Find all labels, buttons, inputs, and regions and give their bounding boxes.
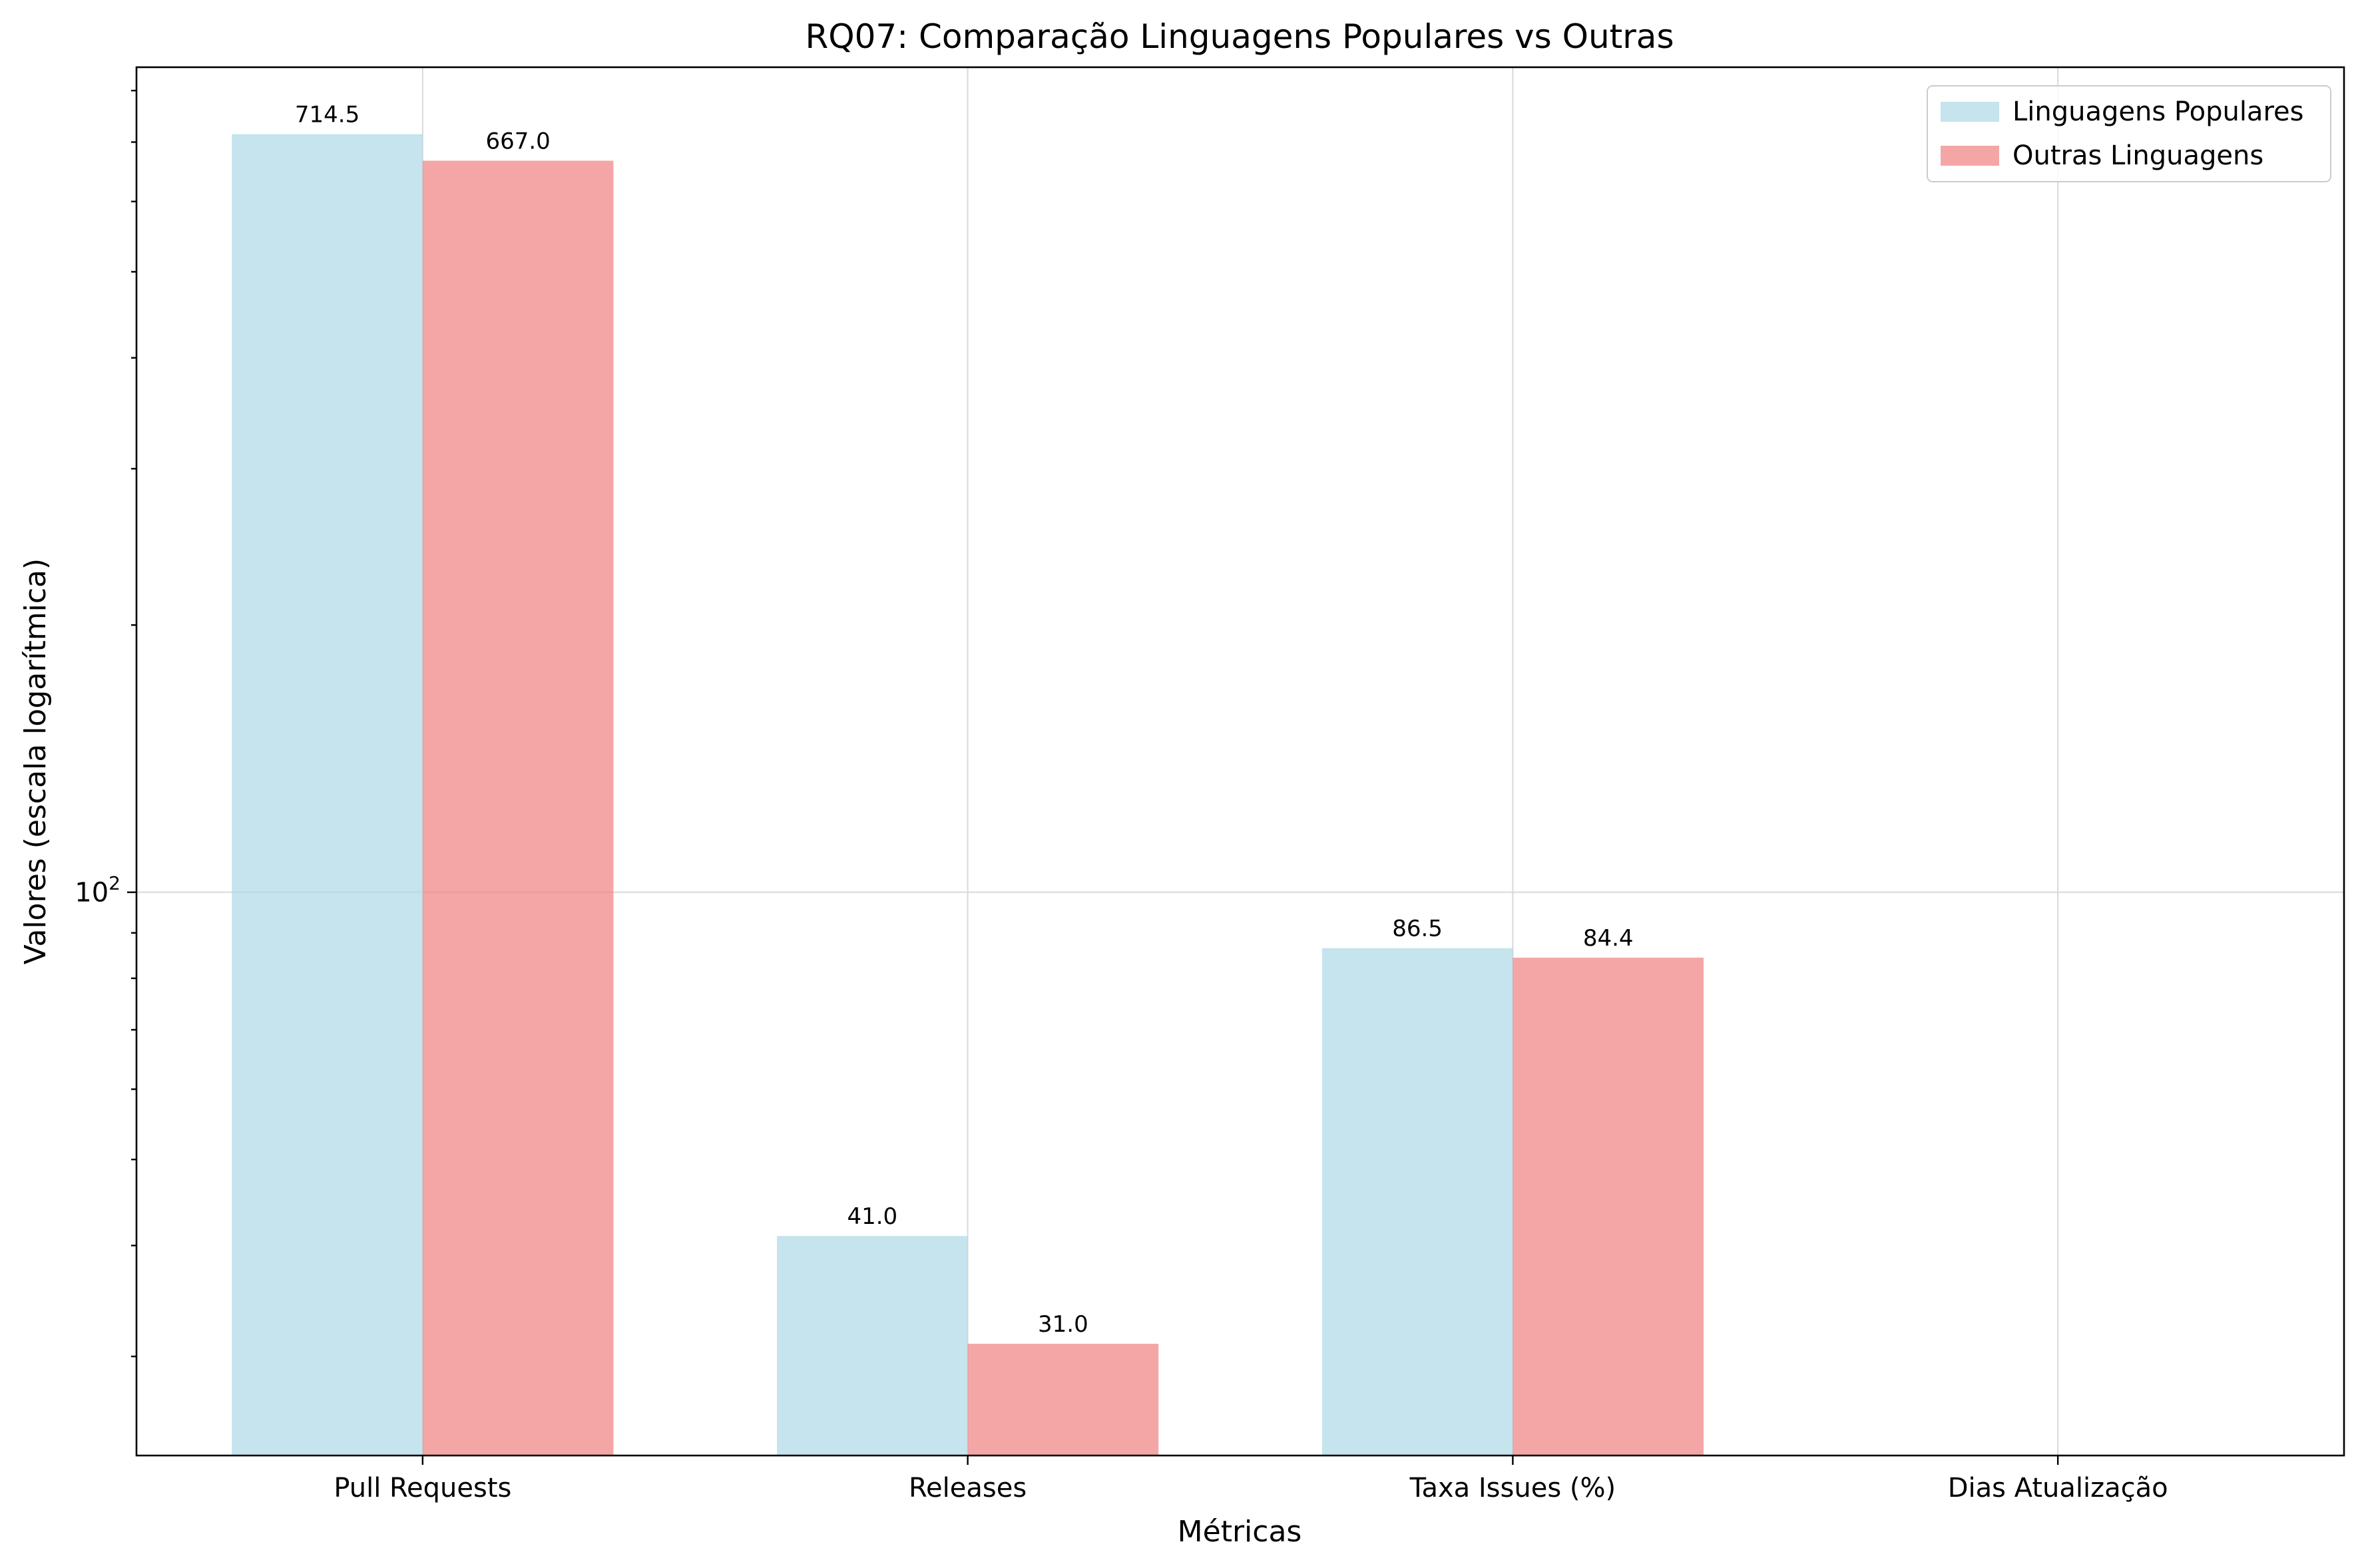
y-tick-label-exponent: 2 [109,873,120,894]
legend: Linguagens Populares Outras Linguagens [1927,85,2331,182]
legend-label: Outras Linguagens [2012,140,2263,171]
x-tick-label: Releases [909,1473,1027,1503]
bar-populares [232,134,423,1456]
legend-label: Linguagens Populares [2012,97,2303,127]
bar-value-label: 84.4 [1583,925,1634,952]
legend-frame [1927,85,2331,182]
x-axis-label: Métricas [1178,1515,1302,1549]
bar-value-label: 667.0 [485,128,550,154]
x-tick-label: Dias Atualização [1948,1473,2168,1503]
x-tick-label: Taxa Issues (%) [1409,1473,1616,1503]
bar-value-label: 31.0 [1038,1311,1088,1338]
legend-swatch [1941,102,1999,122]
bar-outras [967,1344,1159,1456]
data-labels: 714.5 41.0 86.5 667.0 31.0 84.4 [295,102,1634,1338]
plot-frame [135,66,2345,1457]
bar-value-label: 41.0 [847,1203,897,1230]
bar-outras [1513,957,1704,1456]
bar-populares [1321,948,1513,1456]
y-tick-label: 102 [75,873,120,908]
bar-outras [422,160,614,1456]
axis-ticks: Pull Requests Releases Taxa Issues (%) Dias… [75,89,2168,1503]
bar-populares [777,1236,968,1456]
x-tick-label: Pull Requests [334,1473,511,1503]
bar-value-label: 714.5 [295,102,359,128]
bars-layer [232,134,1704,1456]
legend-swatch [1941,146,1999,166]
y-tick-label-base: 10 [75,878,109,908]
chart-title: RQ07: Comparação Linguagens Populares vs… [805,17,1674,56]
y-axis-label: Valores (escala logarítmica) [19,558,53,964]
bar-value-label: 86.5 [1392,916,1443,942]
